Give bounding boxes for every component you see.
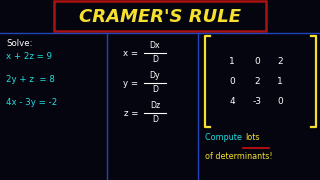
- Text: z =: z =: [124, 109, 138, 118]
- Text: 0: 0: [229, 78, 235, 87]
- Text: -3: -3: [252, 98, 261, 107]
- FancyBboxPatch shape: [54, 1, 266, 31]
- Text: Dz: Dz: [150, 102, 160, 111]
- Text: 1: 1: [277, 78, 283, 87]
- Text: Dx: Dx: [150, 42, 160, 51]
- Text: 2: 2: [254, 78, 260, 87]
- Text: 0: 0: [277, 98, 283, 107]
- Text: 1: 1: [229, 57, 235, 66]
- Text: Compute: Compute: [205, 133, 244, 142]
- Text: 2y + z  = 8: 2y + z = 8: [6, 75, 55, 84]
- Text: D: D: [152, 55, 158, 64]
- Text: y =: y =: [123, 78, 138, 87]
- Text: x + 2z = 9: x + 2z = 9: [6, 52, 52, 61]
- Text: 2: 2: [277, 57, 283, 66]
- Text: 4x - 3y = -2: 4x - 3y = -2: [6, 98, 57, 107]
- Text: D: D: [152, 86, 158, 94]
- Text: of determinants!: of determinants!: [205, 152, 273, 161]
- Text: lots: lots: [245, 133, 260, 142]
- Text: CRAMER'S RULE: CRAMER'S RULE: [79, 8, 241, 26]
- Text: D: D: [152, 116, 158, 125]
- Text: 0: 0: [254, 57, 260, 66]
- Text: Solve:: Solve:: [6, 39, 33, 48]
- Text: Dy: Dy: [150, 71, 160, 80]
- Text: x =: x =: [123, 48, 138, 57]
- Text: 4: 4: [229, 98, 235, 107]
